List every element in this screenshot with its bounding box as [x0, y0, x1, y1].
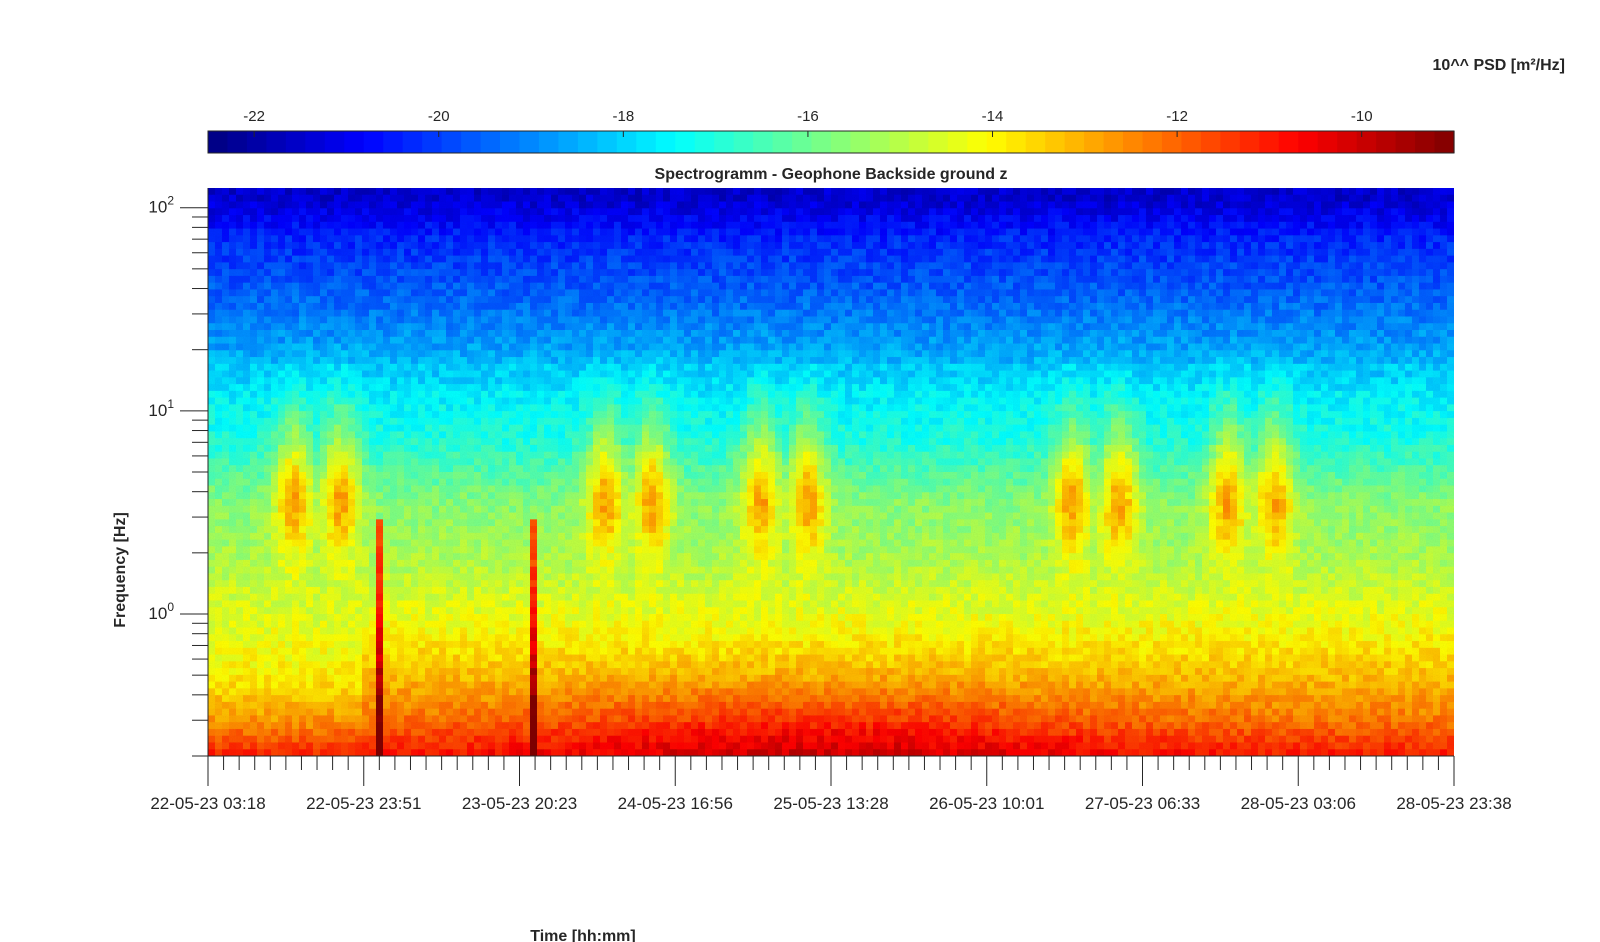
colorbar-segment: [792, 131, 813, 153]
colorbar-segment: [227, 131, 248, 153]
colorbar-segment: [344, 131, 365, 153]
colorbar-segment: [519, 131, 540, 153]
colorbar-segment: [889, 131, 910, 153]
colorbar-tick-label: -18: [612, 108, 634, 125]
colorbar-segment: [1200, 131, 1221, 153]
colorbar-segment: [383, 131, 404, 153]
colorbar-tick-label: -20: [428, 108, 450, 125]
colorbar-segment: [908, 131, 929, 153]
colorbar-segment: [675, 131, 696, 153]
colorbar-segment: [1181, 131, 1202, 153]
colorbar-segment: [1356, 131, 1377, 153]
colorbar-segment: [422, 131, 443, 153]
colorbar-tick-label: -22: [243, 108, 265, 125]
colorbar-segment: [753, 131, 774, 153]
colorbar-segment: [1006, 131, 1027, 153]
colorbar-tick-label: -12: [1166, 108, 1188, 125]
colorbar-segment: [655, 131, 676, 153]
colorbar-segment: [1220, 131, 1241, 153]
colorbar-segment: [1337, 131, 1358, 153]
colorbar-segment: [1298, 131, 1319, 153]
colorbar: [207, 130, 1455, 154]
colorbar-segment: [850, 131, 871, 153]
colorbar-frame: [207, 130, 1455, 154]
colorbar-segment: [324, 131, 345, 153]
colorbar-segment: [869, 131, 891, 153]
colorbar-segment: [1103, 131, 1124, 153]
colorbar-segment: [986, 131, 1007, 153]
colorbar-segment: [1395, 131, 1416, 153]
colorbar-segment: [811, 131, 832, 153]
colorbar-segment: [1415, 131, 1436, 153]
colorbar-segment: [266, 131, 287, 153]
colorbar-segment: [1064, 131, 1085, 153]
colorbar-segment: [772, 131, 793, 153]
colorbar-title: 10^^ PSD [m²/Hz]: [1433, 57, 1565, 74]
colorbar-segment: [1376, 131, 1397, 153]
colorbar-segment: [363, 131, 384, 153]
colorbar-segment: [1434, 131, 1455, 153]
colorbar-segment: [1123, 131, 1144, 153]
colorbar-segment: [208, 131, 229, 153]
colorbar-segment: [441, 131, 462, 153]
colorbar-segment: [461, 131, 482, 153]
colorbar-segment: [246, 131, 268, 153]
colorbar-tick-label: -14: [982, 108, 1004, 125]
colorbar-segment: [714, 131, 735, 153]
colorbar-segment: [1084, 131, 1105, 153]
colorbar-segment: [1142, 131, 1163, 153]
colorbar-segment: [1259, 131, 1280, 153]
chart-title: Spectrogramm - Geophone Backside ground …: [655, 166, 1008, 183]
colorbar-segment: [928, 131, 949, 153]
colorbar-segment: [597, 131, 618, 153]
colorbar-segment: [733, 131, 754, 153]
colorbar-segment: [1045, 131, 1066, 153]
colorbar-segment: [305, 131, 326, 153]
colorbar-segment: [1278, 131, 1299, 153]
colorbar-segment: [558, 131, 579, 153]
colorbar-segment: [402, 131, 423, 153]
colorbar-segment: [285, 131, 306, 153]
colorbar-segment: [831, 131, 852, 153]
colorbar-segment: [947, 131, 968, 153]
colorbar-tick-label: -16: [797, 108, 819, 125]
colorbar-segment: [538, 131, 560, 153]
colorbar-segment: [616, 131, 637, 153]
colorbar-segment: [1161, 131, 1183, 153]
colorbar-segment: [577, 131, 598, 153]
colorbar-segment: [480, 131, 501, 153]
colorbar-segment: [967, 131, 988, 153]
colorbar-segment: [1317, 131, 1338, 153]
colorbar-segment: [1025, 131, 1046, 153]
colorbar-segment: [1239, 131, 1260, 153]
colorbar-segment: [500, 131, 521, 153]
colorbar-segment: [636, 131, 657, 153]
colorbar-ticks: -22 -20 -18 -16 -14 -12 -10: [243, 108, 1373, 137]
colorbar-segment: [694, 131, 715, 153]
colorbar-tick-label: -10: [1351, 108, 1373, 125]
